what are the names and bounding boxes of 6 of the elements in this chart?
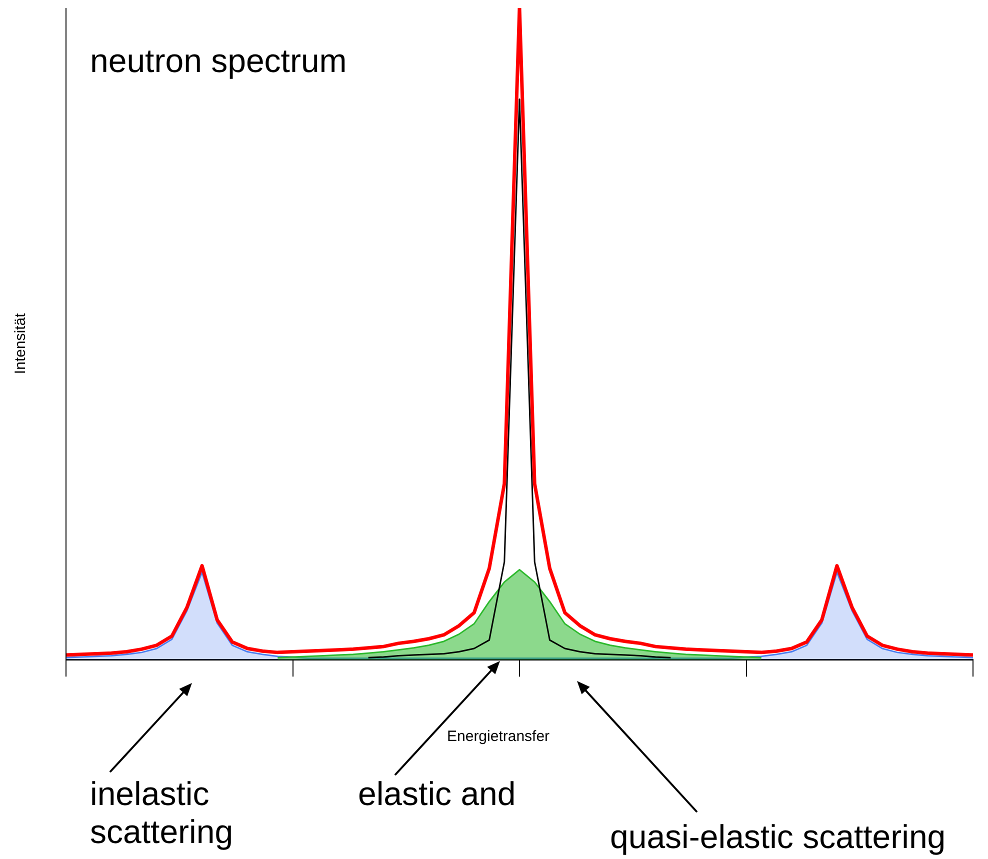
text: elastic and bbox=[358, 775, 516, 813]
y-axis-title: Intensität bbox=[12, 313, 30, 374]
text: quasi-elastic scattering bbox=[610, 818, 946, 856]
text: neutron spectrum bbox=[90, 42, 347, 80]
x-axis-title: Energietransfer bbox=[447, 728, 550, 746]
text: inelastic scattering bbox=[90, 775, 234, 851]
